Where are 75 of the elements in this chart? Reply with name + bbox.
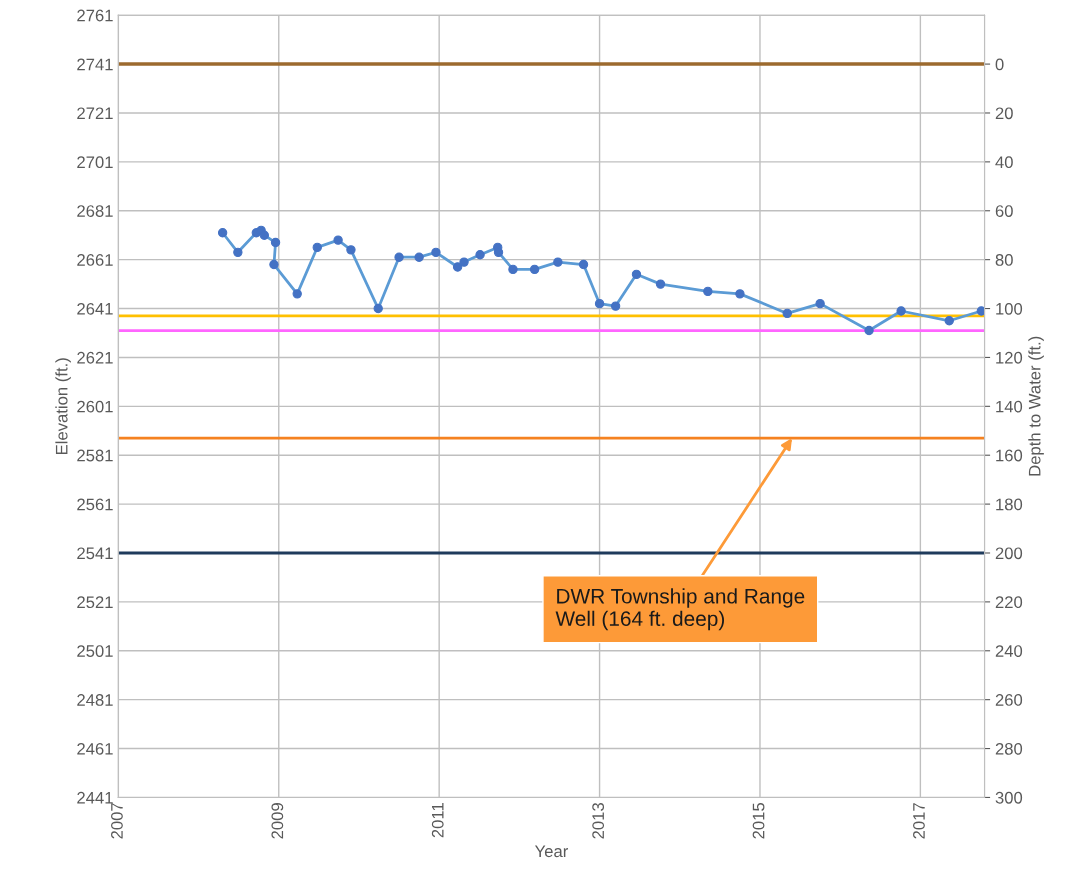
y-tick-label: 2541: [77, 547, 113, 560]
x-tick-label: 2007: [111, 803, 123, 839]
y2-tick-label: 160: [996, 449, 1023, 462]
point: [578, 259, 589, 270]
point: [431, 247, 441, 257]
point: [815, 298, 825, 309]
y2-tick-label: 120: [996, 351, 1023, 364]
y2-tick-label: 200: [995, 547, 1023, 560]
y2-tick-label: 260: [995, 694, 1023, 706]
x-axis-title: Year: [534, 845, 569, 858]
x-tick-label: 2011: [431, 803, 444, 838]
point: [553, 257, 563, 267]
point: [452, 262, 463, 272]
point: [373, 303, 383, 314]
point: [475, 250, 485, 260]
y2-tick-label: 0: [995, 58, 1004, 71]
point: [312, 242, 322, 253]
y2-tick-label: 40: [995, 156, 1013, 169]
y-tick-label: 2581: [77, 449, 113, 462]
y-tick-label: 2701: [77, 156, 113, 169]
point: [976, 306, 985, 316]
point: [782, 308, 792, 319]
y-tick-label: 2481: [77, 694, 113, 706]
point: [864, 325, 874, 336]
annotation: DWR Township and Range Well (164 ft. deep): [555, 588, 805, 631]
y2-tick-label: 20: [995, 107, 1013, 120]
point: [259, 230, 270, 240]
y2-tick-label: 80: [995, 254, 1013, 266]
point: [508, 264, 518, 275]
x-tick-label: 2013: [592, 803, 605, 839]
y-tick-label: 2501: [77, 645, 113, 657]
y2-tick-label: 240: [995, 645, 1023, 657]
y-tick-label: 2561: [77, 498, 113, 511]
x-tick-label: 2015: [752, 803, 765, 839]
y-tick-label: 2741: [77, 58, 113, 71]
y-tick-label: 2661: [77, 254, 113, 266]
y2-tick-label: 280: [995, 742, 1023, 755]
point: [459, 257, 469, 267]
point: [529, 264, 540, 275]
y2-tick-label: 100: [996, 302, 1023, 315]
y-tick-label: 2641: [77, 302, 113, 315]
point: [594, 298, 605, 309]
y-tick-label: 2461: [77, 742, 113, 755]
point: [233, 247, 243, 257]
point: [292, 289, 302, 299]
point: [655, 279, 666, 289]
y-tick-label: 2441: [77, 791, 113, 804]
x-tick-label: 2009: [271, 803, 284, 839]
point: [610, 301, 621, 311]
point: [735, 289, 745, 299]
y-tick-label: 2601: [77, 400, 113, 413]
y2-tick-label: 180: [996, 498, 1023, 511]
point: [414, 252, 424, 262]
point: [896, 306, 906, 316]
point: [217, 228, 228, 238]
point: [703, 286, 713, 297]
point: [333, 235, 343, 245]
point: [269, 259, 279, 270]
y2-tick-label: 220: [995, 596, 1023, 609]
y-tick-label: 2721: [77, 107, 113, 120]
point: [394, 252, 404, 262]
y2-tick-label: 140: [996, 400, 1023, 413]
y-axis-title: Elevation (ft.): [55, 358, 71, 455]
point: [631, 269, 642, 279]
point: [270, 237, 281, 248]
y2-tick-label: 300: [995, 791, 1023, 804]
y-tick-label: 2521: [77, 596, 113, 609]
y-tick-label: 2761: [77, 9, 113, 22]
point: [944, 316, 954, 326]
y2-tick-label: 60: [995, 205, 1013, 217]
y-tick-label: 2621: [77, 351, 113, 364]
y-tick-label: 2681: [77, 205, 113, 217]
y2-axis-title: Depth to Water (ft.): [1028, 336, 1044, 476]
point: [346, 245, 356, 255]
x-tick-label: 2017: [913, 803, 925, 839]
